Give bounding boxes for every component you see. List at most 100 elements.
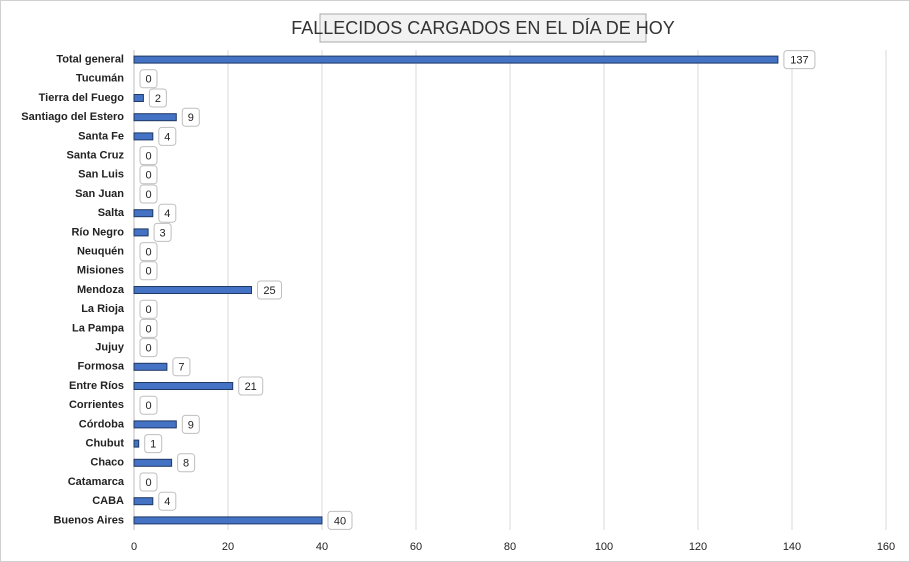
data-label: 7 [178, 362, 184, 374]
bar [133, 362, 168, 371]
y-tick-label: CABA [92, 495, 124, 507]
data-label: 0 [145, 247, 151, 259]
data-label-box [257, 280, 282, 300]
bar [133, 382, 234, 390]
data-label: 8 [183, 458, 189, 470]
data-label: 0 [145, 170, 151, 182]
data-label-box [139, 299, 158, 319]
y-tick-label: Tierra del Fuego [39, 92, 125, 104]
y-tick-label: Tucumán [76, 73, 124, 85]
y-tick-label: Total general [56, 54, 124, 66]
bar [133, 497, 154, 506]
y-tick-label: Corrientes [69, 399, 124, 411]
bar [133, 55, 779, 64]
y-tick-label: Neuquén [77, 246, 124, 258]
data-label: 1 [150, 439, 156, 451]
y-tick-label: Córdoba [79, 418, 125, 430]
data-label-box [139, 395, 158, 415]
bar [133, 228, 149, 237]
data-label-box [177, 453, 196, 473]
x-tick-label: 100 [595, 541, 613, 553]
data-label: 137 [790, 55, 808, 67]
data-label: 0 [145, 266, 151, 278]
data-label-box [139, 242, 158, 262]
data-label-box [139, 69, 158, 89]
y-tick-label: Formosa [78, 361, 125, 373]
y-tick-label: Chaco [90, 457, 124, 469]
data-label: 4 [164, 208, 170, 220]
data-label: 0 [145, 477, 151, 489]
data-label-box [139, 261, 158, 281]
data-label-box [148, 88, 167, 108]
data-label: 9 [188, 419, 194, 431]
data-label: 0 [145, 323, 151, 335]
data-label-box [181, 414, 200, 434]
data-label-box [158, 126, 177, 146]
data-label: 2 [155, 93, 161, 105]
y-tick-label: La Rioja [81, 303, 125, 315]
x-tick-label: 80 [504, 541, 516, 553]
bar [133, 458, 173, 467]
y-tick-label: Mendoza [77, 284, 125, 296]
x-tick-label: 20 [222, 541, 234, 553]
data-label-box [158, 203, 177, 223]
x-tick-label: 140 [783, 541, 801, 553]
data-label-box [139, 184, 158, 204]
bar [133, 94, 144, 102]
x-tick-label: 0 [131, 541, 137, 553]
y-tick-label: Santiago del Estero [21, 111, 124, 123]
x-tick-label: 40 [316, 541, 328, 553]
data-label-box [238, 376, 264, 396]
x-tick-label: 120 [689, 541, 707, 553]
data-label: 4 [164, 131, 170, 143]
chart-title: FALLECIDOS CARGADOS EN EL DÍA DE HOY [291, 18, 674, 38]
y-tick-label: Jujuy [95, 342, 125, 354]
y-tick-label: Río Negro [71, 226, 124, 238]
y-tick-label: Buenos Aires [53, 514, 124, 526]
bar [133, 439, 140, 448]
data-label: 0 [145, 189, 151, 201]
y-tick-label: Catamarca [68, 476, 125, 488]
y-tick-label: San Juan [75, 188, 124, 200]
data-label-box [144, 434, 163, 454]
data-label: 0 [145, 343, 151, 355]
bar [133, 132, 154, 141]
data-label: 40 [334, 515, 346, 527]
data-label: 0 [145, 400, 151, 412]
data-label: 0 [145, 151, 151, 163]
y-tick-label: Entre Ríos [69, 380, 124, 392]
data-label-box [172, 357, 191, 377]
data-label: 9 [188, 112, 194, 124]
bar [133, 420, 177, 429]
data-label: 3 [160, 227, 166, 239]
bar [133, 516, 323, 525]
title-box [319, 13, 647, 43]
data-label-box [158, 491, 177, 511]
data-label-box [181, 107, 200, 127]
y-tick-label: Chubut [86, 438, 125, 450]
data-label: 0 [145, 304, 151, 316]
data-label-box [139, 146, 158, 166]
y-tick-label: Santa Fe [78, 130, 124, 142]
data-label-box [153, 222, 172, 242]
y-tick-label: San Luis [78, 169, 124, 181]
data-label-box [139, 318, 158, 338]
bar [133, 113, 177, 122]
data-label: 21 [245, 381, 257, 393]
x-tick-label: 160 [877, 541, 895, 553]
bar [133, 209, 154, 218]
data-label-box [327, 510, 353, 530]
data-label: 0 [145, 74, 151, 86]
x-tick-label: 60 [410, 541, 422, 553]
y-tick-label: Misiones [77, 265, 124, 277]
data-label-box [139, 472, 158, 492]
data-label-box [139, 338, 158, 358]
bar [133, 286, 252, 294]
data-label: 25 [263, 285, 275, 297]
data-label-box [139, 165, 158, 185]
y-tick-label: La Pampa [72, 322, 125, 334]
data-label: 4 [164, 496, 170, 508]
y-tick-label: Salta [98, 207, 125, 219]
